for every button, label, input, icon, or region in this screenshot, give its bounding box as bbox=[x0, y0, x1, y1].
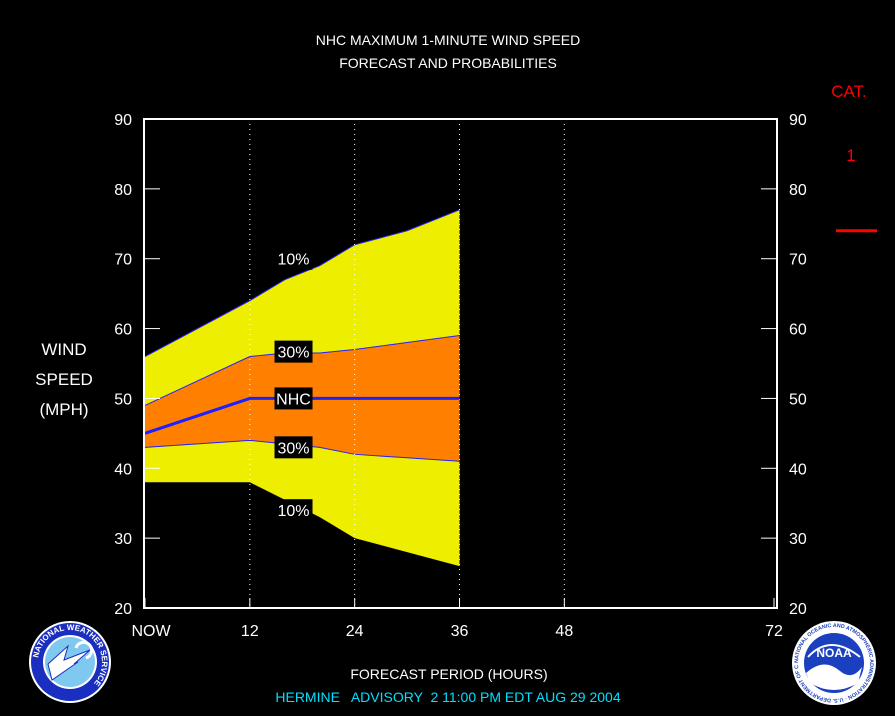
noaa-logo-text: NOAA bbox=[816, 646, 852, 660]
y-tick-label-right-50: 50 bbox=[789, 391, 807, 408]
y-tick-label-right-70: 70 bbox=[789, 252, 807, 269]
y-axis-right: 20 30 40 50 60 70 80 90 bbox=[761, 112, 807, 618]
band-label-2: NHC bbox=[276, 391, 311, 408]
band-label-1: 30% bbox=[277, 345, 309, 362]
band-label-box-3 bbox=[274, 436, 313, 459]
chart-title-line2: FORECAST AND PROBABILITIES bbox=[339, 55, 557, 71]
band-label-box-0 bbox=[274, 247, 313, 270]
category-value: 1 bbox=[846, 146, 855, 165]
x-axis: NOW 12 24 36 48 72 bbox=[131, 598, 783, 640]
band-label-4: 10% bbox=[277, 503, 309, 520]
band-label-0: 10% bbox=[277, 252, 309, 269]
y-tick-label-left-30: 30 bbox=[114, 531, 132, 548]
y-axis-left: 20 30 40 50 60 70 80 90 bbox=[114, 112, 160, 618]
plot-frame bbox=[143, 118, 778, 609]
band-label-3: 30% bbox=[277, 440, 309, 457]
x-tick-label-0: NOW bbox=[131, 623, 171, 640]
y-tick-label-right-40: 40 bbox=[789, 461, 807, 478]
y-tick-label-left-70: 70 bbox=[114, 252, 132, 269]
category-label: CAT. bbox=[831, 82, 867, 101]
y-tick-label-left-20: 20 bbox=[114, 601, 132, 618]
y-tick-label-left-40: 40 bbox=[114, 461, 132, 478]
advisory-text: HERMINE ADVISORY 2 11:00 PM EDT AUG 29 2… bbox=[275, 689, 620, 705]
band-label-box-1 bbox=[274, 340, 313, 363]
forecast-line-group bbox=[144, 396, 460, 435]
nhc-forecast-line bbox=[144, 396, 460, 435]
y-tick-label-left-90: 90 bbox=[114, 112, 132, 129]
band-edge-upper-10 bbox=[144, 209, 460, 357]
y-axis-label-line2: SPEED bbox=[35, 370, 93, 389]
y-axis-label-line1: WIND bbox=[41, 340, 86, 359]
x-tick-label-12: 12 bbox=[241, 623, 259, 640]
y-tick-label-left-60: 60 bbox=[114, 322, 132, 339]
x-tick-label-24: 24 bbox=[346, 623, 364, 640]
x-tick-label-72: 72 bbox=[765, 623, 783, 640]
y-tick-label-right-20: 20 bbox=[789, 601, 807, 618]
y-tick-label-right-80: 80 bbox=[789, 182, 807, 199]
noaa-logo: NOAA NATIONAL OCEANIC AND ATMOSPHERIC AD… bbox=[792, 621, 876, 705]
band-edge-lower-30 bbox=[144, 439, 460, 462]
y-tick-label-left-80: 80 bbox=[114, 182, 132, 199]
band-labels: 10% 30% NHC 30% 10% bbox=[274, 247, 313, 522]
band-edge-upper-30 bbox=[144, 335, 460, 406]
y-tick-label-right-30: 30 bbox=[789, 531, 807, 548]
x-tick-label-36: 36 bbox=[451, 623, 469, 640]
x-tick-label-48: 48 bbox=[555, 623, 573, 640]
band-label-box-4 bbox=[274, 499, 313, 522]
y-tick-label-right-90: 90 bbox=[789, 112, 807, 129]
y-axis-label-line3: (MPH) bbox=[39, 400, 88, 419]
chart-title-line1: NHC MAXIMUM 1-MINUTE WIND SPEED bbox=[316, 32, 580, 48]
nws-logo: NATIONAL WEATHER SERVICE bbox=[29, 621, 111, 703]
x-axis-label: FORECAST PERIOD (HOURS) bbox=[350, 666, 547, 682]
y-tick-label-left-50: 50 bbox=[114, 391, 132, 408]
band-label-box-2 bbox=[274, 387, 313, 410]
y-tick-label-right-60: 60 bbox=[789, 322, 807, 339]
